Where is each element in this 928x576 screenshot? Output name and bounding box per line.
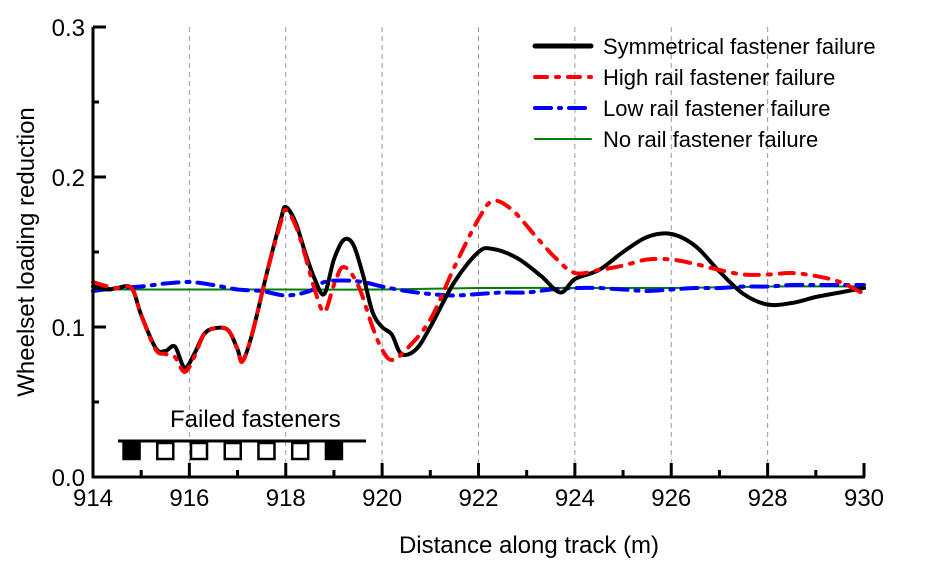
y-tick-label: 0.1 <box>52 315 85 342</box>
legend-label-3: No rail fastener failure <box>603 127 818 152</box>
legend-label-2: Low rail fastener failure <box>603 96 830 121</box>
failed-fastener <box>122 441 141 461</box>
series-line-0 <box>91 204 866 370</box>
y-tick-labels: 0.0 0.1 0.2 0.3 <box>52 15 85 492</box>
legend-label-1: High rail fastener failure <box>603 65 835 90</box>
x-tick-label: 916 <box>169 485 209 512</box>
x-tick-label: 922 <box>458 485 498 512</box>
series-line-2 <box>91 278 866 298</box>
fastener-diagram: Failed fasteners <box>118 406 366 461</box>
x-tick-label: 914 <box>73 485 113 512</box>
x-tick-label: 928 <box>748 485 788 512</box>
axes <box>91 25 866 479</box>
y-axis-title: Wheelset loading reduction <box>13 107 40 397</box>
x-tick-label: 920 <box>362 485 402 512</box>
series-line-1 <box>91 198 866 374</box>
intact-fastener <box>223 441 242 461</box>
intact-fastener <box>189 441 209 461</box>
x-axis-title: Distance along track (m) <box>399 532 659 559</box>
series-group <box>91 198 866 374</box>
failed-fastener <box>324 441 344 461</box>
annotation-failed-fasteners: Failed fasteners <box>170 406 341 433</box>
intact-fastener <box>257 441 276 461</box>
intact-fastener <box>290 441 310 461</box>
x-tick-label: 918 <box>266 485 306 512</box>
y-tick-label: 0.0 <box>52 465 85 492</box>
intact-fastener <box>156 441 175 461</box>
legend: Symmetrical fastener failure High rail fa… <box>532 34 876 152</box>
x-tick-label: 924 <box>555 485 595 512</box>
y-tick-label: 0.2 <box>52 165 85 192</box>
legend-label-0: Symmetrical fastener failure <box>603 34 876 59</box>
y-tick-label: 0.3 <box>52 15 85 42</box>
x-tick-label: 926 <box>651 485 691 512</box>
x-tick-labels: 914 916 918 920 922 924 926 928 930 <box>73 485 884 512</box>
x-tick-label: 930 <box>844 485 884 512</box>
